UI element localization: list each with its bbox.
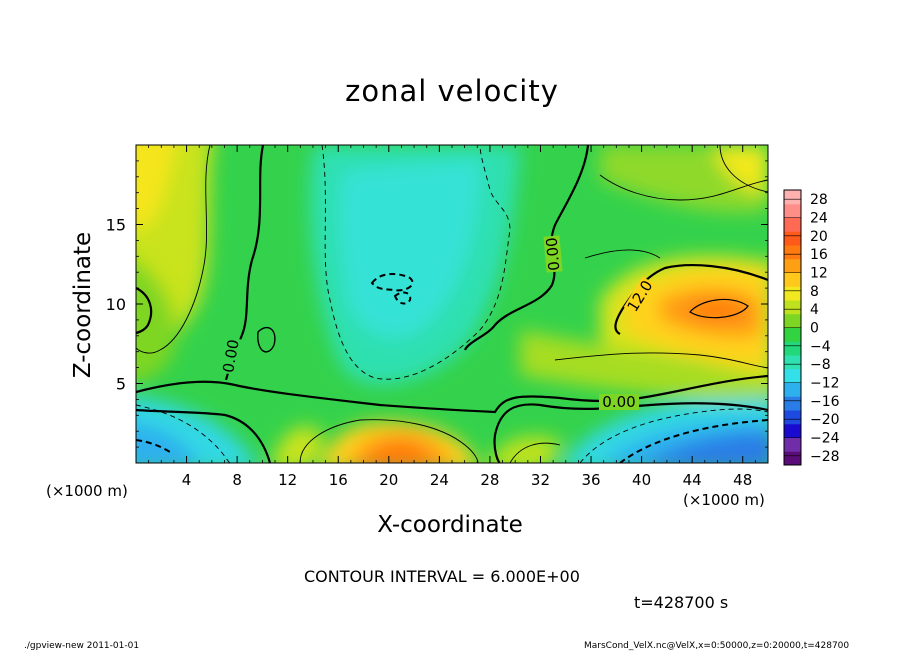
colorbar-tick-label: 8	[810, 284, 819, 300]
contour-eighteen	[689, 298, 749, 319]
x-tick-label: 16	[329, 471, 348, 489]
x-tick-label: 36	[581, 471, 600, 489]
contour-zero-right	[463, 145, 590, 351]
colorbar-swatch	[784, 203, 801, 218]
colorbar: 28 24 20 16 12 8 4 0 −4 −8 −12 −16 −20 −24 −28	[783, 189, 840, 466]
contour-six-c	[719, 145, 768, 193]
contour-zero-main	[136, 374, 768, 414]
x-unit-label-left: (×1000 m)	[46, 482, 128, 500]
colorbar-tick-label: −8	[810, 357, 831, 373]
contour-neg-twelve-c	[393, 291, 412, 305]
colorbar-tick-label: 0	[810, 321, 819, 337]
colorbar-swatch	[784, 410, 801, 425]
y-tick-label: 5	[116, 375, 126, 394]
x-tick-label: 44	[683, 471, 702, 489]
colorbar-tick-label: −16	[810, 394, 840, 410]
y-tick-label: 15	[106, 216, 126, 235]
footer-left: ./gpview-new 2011-01-01	[24, 641, 140, 651]
contour-neg-twelve-a	[619, 419, 768, 463]
colorbar-tick-label: 24	[810, 211, 828, 227]
colorbar-tick-label: −20	[810, 412, 840, 428]
contour-label-zero-right: 0.00	[543, 237, 564, 272]
y-axis-ticks: 5 10 15	[106, 160, 768, 448]
x-axis-ticks: 4 8 12 16 20 24 28 32 36 40 44 48	[148, 145, 756, 489]
velocity-field	[136, 145, 768, 463]
contour-twelve	[614, 264, 768, 335]
contour-six-e	[554, 352, 768, 369]
colorbar-tick-label: 20	[810, 229, 828, 245]
contour-six-g	[509, 442, 561, 463]
contour-six-f	[299, 419, 479, 463]
x-tick-label: 20	[379, 471, 398, 489]
contour-neg-twelve-d	[136, 439, 171, 453]
colorbar-swatch	[784, 423, 801, 438]
colorbar-tick-label: −12	[810, 376, 840, 392]
colorbar-swatch	[784, 272, 801, 287]
contour-zero-bottom-left	[136, 408, 272, 463]
contour-zero-left-edge	[136, 287, 153, 335]
colorbar-swatch	[784, 368, 801, 383]
colorbar-swatch	[784, 327, 801, 342]
x-tick-label: 8	[232, 471, 242, 489]
colorbar-swatch	[784, 300, 801, 315]
chart-title: zonal velocity	[345, 74, 559, 108]
x-axis-label: X-coordinate	[377, 512, 523, 538]
x-tick-label: 40	[632, 471, 651, 489]
contour-zero-small-loop	[257, 327, 276, 353]
contour-neg-twelve-b	[370, 273, 414, 292]
x-tick-label: 32	[531, 471, 550, 489]
colorbar-swatch	[784, 258, 801, 273]
colorbar-tick-label: 16	[810, 247, 828, 263]
y-tick-label: 10	[106, 295, 126, 314]
time-label: t=428700 s	[634, 593, 729, 612]
colorbar-swatch	[784, 396, 801, 411]
colorbar-swatch	[784, 245, 801, 260]
contour-neg-six-a	[321, 145, 511, 380]
colorbar-swatch	[784, 382, 801, 397]
colorbar-swatch	[784, 437, 801, 452]
footer-right: MarsCond_VelX.nc@VelX,x=0:50000,z=0:2000…	[584, 641, 850, 651]
x-unit-label-right: (×1000 m)	[683, 491, 765, 509]
colorbar-swatch	[784, 341, 801, 356]
contour-zero-lower	[493, 402, 768, 463]
contour-neg-six-c	[136, 404, 231, 463]
colorbar-swatch	[784, 231, 801, 246]
x-tick-label: 28	[480, 471, 499, 489]
colorbar-swatch	[784, 313, 801, 328]
x-tick-label: 12	[278, 471, 297, 489]
colorbar-swatch	[784, 190, 801, 205]
colorbar-swatch	[784, 217, 801, 232]
colorbar-tick-label: −28	[810, 449, 840, 465]
contour-interval-note: CONTOUR INTERVAL = 6.000E+00	[304, 567, 580, 586]
contour-label-zero-left: 0.00	[219, 338, 243, 374]
contour-six-d	[584, 249, 661, 259]
colorbar-tick-label: −4	[810, 339, 831, 355]
x-tick-label: 24	[430, 471, 449, 489]
colorbar-tick-label: 12	[810, 266, 828, 282]
contour-label-zero-lower: 0.00	[602, 393, 635, 411]
colorbar-tick-label: −24	[810, 431, 840, 447]
colorbar-swatch	[784, 451, 801, 466]
colorbar-tick-label: 4	[810, 302, 819, 318]
contour-labels: 0.00 0.00 12.0 0.00	[219, 235, 656, 411]
colorbar-swatch	[784, 355, 801, 370]
colorbar-swatch	[784, 286, 801, 301]
x-tick-label: 48	[733, 471, 752, 489]
colorbar-tick-label: 28	[810, 192, 828, 208]
contour-neg-six-b	[579, 408, 768, 463]
contour-six-b	[599, 174, 768, 201]
x-tick-label: 4	[182, 471, 192, 489]
contour-six-a	[136, 145, 211, 354]
